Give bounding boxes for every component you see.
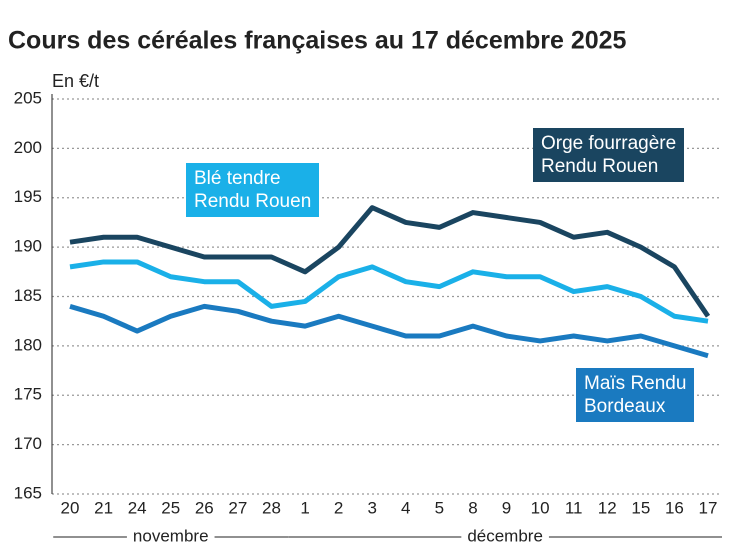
y-tick-label: 190 — [14, 237, 42, 256]
series-label: Orge fourragère Rendu Rouen — [533, 128, 685, 182]
series-line — [69, 205, 711, 318]
series-line — [69, 259, 709, 324]
series-line — [69, 303, 709, 359]
chart-title: Cours des céréales françaises au 17 déce… — [8, 27, 627, 55]
y-tick-label: 180 — [14, 335, 42, 354]
group-label: novembre — [133, 526, 209, 545]
y-tick-label: 165 — [14, 483, 42, 502]
x-tick-label: 17 — [699, 498, 718, 517]
x-tick-label: 28 — [262, 498, 281, 517]
x-tick-label: 24 — [128, 498, 147, 517]
series-label: Maïs Rendu Bordeaux — [576, 368, 695, 422]
x-tick-label: 21 — [94, 498, 113, 517]
y-tick-label: 170 — [14, 434, 42, 453]
x-tick-label: 5 — [435, 498, 444, 517]
x-tick-label: 25 — [161, 498, 180, 517]
x-tick-label: 26 — [195, 498, 214, 517]
y-tick-label: 185 — [14, 286, 42, 305]
y-tick-label: 175 — [14, 385, 42, 404]
x-tick-label: 1 — [300, 498, 309, 517]
x-tick-label: 11 — [565, 498, 583, 517]
x-tick-label: 4 — [401, 498, 410, 517]
x-tick-label: 9 — [502, 498, 511, 517]
group-label: décembre — [467, 526, 543, 545]
y-tick-label: 200 — [14, 138, 42, 157]
y-axis-label: En €/t — [52, 71, 99, 91]
x-tick-label: 12 — [598, 498, 617, 517]
x-tick-label: 3 — [367, 498, 376, 517]
x-tick-label: 10 — [531, 498, 550, 517]
x-tick-label: 2 — [334, 498, 343, 517]
x-tick-label: 16 — [665, 498, 684, 517]
y-tick-label: 205 — [14, 88, 42, 107]
series-label: Blé tendre Rendu Rouen — [186, 163, 320, 217]
x-tick-label: 27 — [228, 498, 247, 517]
x-tick-label: 20 — [61, 498, 80, 517]
y-tick-label: 195 — [14, 187, 42, 206]
x-tick-label: 8 — [468, 498, 477, 517]
x-tick-label: 15 — [631, 498, 650, 517]
